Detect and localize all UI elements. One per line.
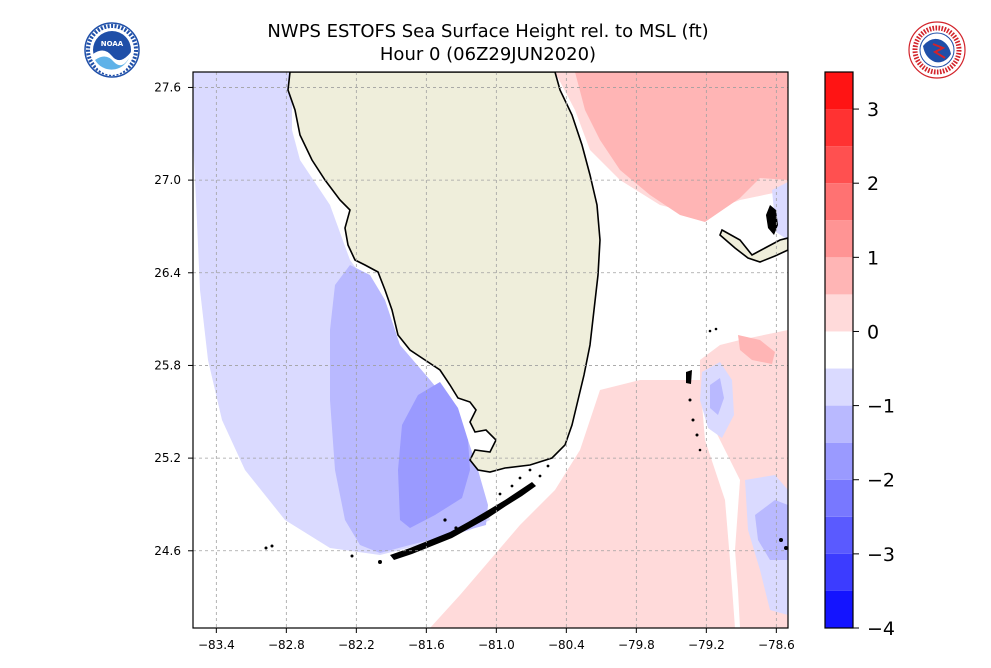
y-tick-label: 24.6: [154, 544, 181, 558]
x-tick-label: −82.8: [268, 638, 305, 652]
colorbar-tick-label: 1: [867, 247, 879, 269]
x-tick-label: −80.4: [548, 638, 585, 652]
y-tick-label: 27.0: [154, 173, 181, 187]
colorbar-tick-label: −1: [867, 396, 895, 418]
colorbar-segment: [825, 516, 853, 554]
colorbar-segment: [825, 590, 853, 628]
colorbar-segment: [825, 257, 853, 295]
atlantic-south-light: [430, 380, 735, 628]
nws-logo-icon: [908, 21, 966, 79]
colorbar-segment: [825, 109, 853, 147]
atlantic-negative-patch-4: [755, 500, 788, 560]
gulf-negative-dark: [398, 382, 470, 528]
x-axis: −83.4 −82.8 −82.2 −81.6 −81.0 −80.4 −79.8 −79.2…: [198, 628, 795, 652]
colorbar-segment: [825, 72, 853, 110]
florida-keys: [390, 482, 536, 560]
colorbar-segment: [825, 331, 853, 369]
colorbar-tick-label: −3: [867, 544, 895, 566]
noaa-logo-text: NOAA: [101, 40, 124, 48]
y-axis: 27.6 27.0 26.4 25.8 25.2 24.6: [154, 80, 193, 558]
atlantic-patch: [738, 335, 775, 364]
colorbar-segment: [825, 220, 853, 258]
colorbar: 3 2 1 0 −1 −2 −3 −4: [824, 71, 895, 640]
bimini-island: [686, 370, 692, 384]
title-line-2: Hour 0 (06Z29JUN2020): [380, 44, 596, 65]
y-tick-label: 25.2: [154, 451, 181, 465]
x-tick-label: −79.2: [688, 638, 725, 652]
colorbar-segment: [825, 183, 853, 221]
x-tick-label: −83.4: [198, 638, 235, 652]
y-tick-label: 27.6: [154, 80, 181, 94]
noaa-logo-icon: NOAA: [84, 22, 140, 78]
grand-bahama-land: [719, 228, 788, 263]
colorbar-tick-label: 0: [867, 321, 879, 343]
colorbar-tick-label: 2: [867, 173, 879, 195]
title-line-1: NWPS ESTOFS Sea Surface Height rel. to M…: [267, 21, 708, 42]
y-tick-label: 26.4: [154, 266, 181, 280]
colorbar-segment: [825, 368, 853, 406]
x-tick-label: −81.0: [478, 638, 515, 652]
grid-lines: [193, 72, 788, 628]
colorbar-segment: [825, 442, 853, 480]
colorbar-segment: [825, 405, 853, 443]
x-tick-label: −79.8: [618, 638, 655, 652]
map-plot: [193, 72, 788, 628]
atlantic-negative-patch-2: [710, 378, 724, 415]
florida-land: [287, 72, 601, 473]
colorbar-segment: [825, 294, 853, 332]
abaco-island: [766, 205, 778, 235]
colorbar-tick-label: −4: [867, 618, 895, 640]
y-tick-label: 25.8: [154, 358, 181, 372]
colorbar-segment: [825, 479, 853, 517]
plot-frame: [192, 71, 789, 629]
x-tick-label: −81.6: [408, 638, 445, 652]
colorbar-segment: [825, 146, 853, 184]
colorbar-tick-label: 3: [867, 99, 879, 121]
x-tick-label: −78.6: [758, 638, 795, 652]
x-tick-label: −82.2: [338, 638, 375, 652]
colorbar-tick-label: −2: [867, 470, 895, 492]
colorbar-frame: [824, 71, 854, 629]
atlantic-positive-medium: [575, 72, 788, 222]
colorbar-segment: [825, 553, 853, 591]
